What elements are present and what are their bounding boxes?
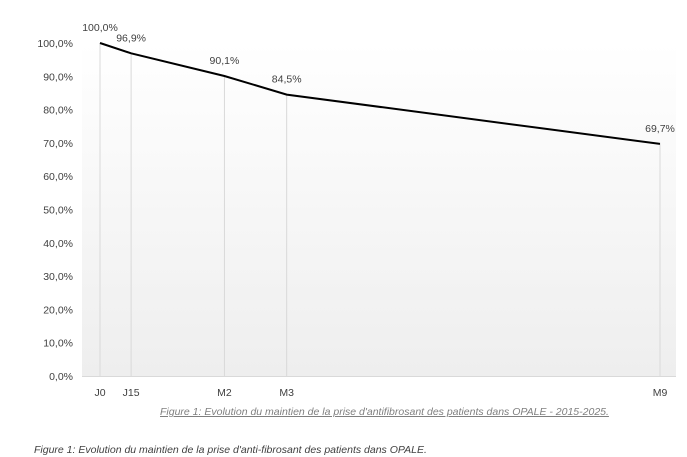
y-tick-label: 80,0% [43, 105, 73, 117]
data-label: 69,7% [645, 123, 675, 135]
plot-area [82, 43, 676, 377]
y-tick-label: 60,0% [43, 171, 73, 183]
y-tick-label: 0,0% [49, 371, 73, 383]
y-tick-label: 100,0% [37, 38, 73, 50]
x-tick-label: M2 [217, 387, 232, 399]
drop-lines [99, 43, 661, 376]
page-caption: Figure 1: Evolution du maintien de la pr… [34, 444, 427, 456]
y-tick-label: 70,0% [43, 138, 73, 150]
series-line [99, 42, 661, 145]
y-tick-label: 90,0% [43, 71, 73, 83]
y-axis: 0,0% 10,0% 20,0% 30,0% 40,0% 50,0% 60,0% 70,0% 8… [37, 38, 73, 383]
data-label: 96,9% [116, 32, 146, 44]
data-labels: 100,0%96,9% 90,1% 84,5% 69,7% [82, 22, 675, 135]
data-label: 90,1% [210, 55, 240, 67]
x-tick-label: J0 [94, 387, 105, 399]
x-tick-label: M9 [653, 387, 668, 399]
x-axis: J0 J15 M2 M3 M9 [82, 376, 676, 399]
y-tick-label: 40,0% [43, 238, 73, 250]
y-tick-label: 30,0% [43, 271, 73, 283]
chart-caption: Figure 1: Evolution du maintien de la pr… [160, 406, 609, 418]
y-tick-label: 10,0% [43, 338, 73, 350]
x-tick-label: M3 [279, 387, 294, 399]
data-label: 100,0% [82, 22, 118, 34]
y-tick-label: 50,0% [43, 205, 73, 217]
x-tick-label: J15 [123, 387, 140, 399]
data-label: 84,5% [272, 74, 302, 86]
y-tick-label: 20,0% [43, 304, 73, 316]
